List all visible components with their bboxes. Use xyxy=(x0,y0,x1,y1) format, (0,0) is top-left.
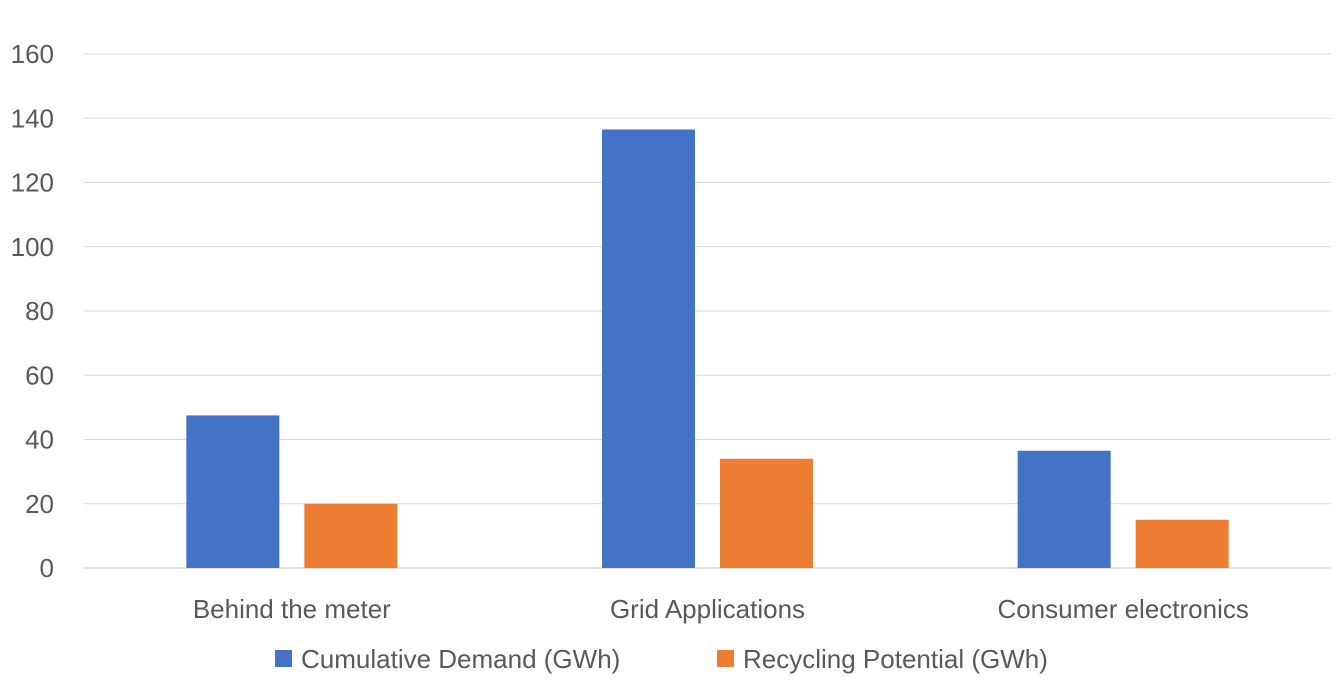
legend-label: Cumulative Demand (GWh) xyxy=(301,644,620,674)
bar-recycling-potential-2 xyxy=(1135,519,1229,568)
y-tick-label: 80 xyxy=(25,296,54,326)
x-category-label: Grid Applications xyxy=(610,594,805,624)
legend-swatch xyxy=(717,650,734,667)
y-tick-label: 140 xyxy=(11,103,54,133)
bar-recycling-potential-1 xyxy=(720,458,813,568)
bar-cumulative-demand-0 xyxy=(186,415,280,568)
x-category-label: Consumer electronics xyxy=(997,594,1248,624)
y-tick-label: 160 xyxy=(11,39,54,69)
y-tick-label: 20 xyxy=(25,489,54,519)
gridlines xyxy=(84,53,1331,569)
y-tick-label: 100 xyxy=(11,232,54,262)
x-axis-labels: Behind the meter Grid Applications Consume… xyxy=(193,594,1249,624)
legend-swatch xyxy=(275,650,292,667)
bar-cumulative-demand-1 xyxy=(602,129,695,568)
y-tick-label: 40 xyxy=(25,425,54,455)
legend-label: Recycling Potential (GWh) xyxy=(743,644,1048,674)
y-tick-label: 60 xyxy=(25,360,54,390)
x-category-label: Behind the meter xyxy=(193,594,391,624)
legend: Cumulative Demand (GWh) Recycling Potenti… xyxy=(275,644,1048,674)
y-tick-label: 0 xyxy=(40,553,54,583)
y-axis-ticks: 0 20 40 60 80 100 120 140 160 xyxy=(11,39,54,583)
bar-cumulative-demand-2 xyxy=(1017,450,1111,568)
bar-recycling-potential-0 xyxy=(304,503,398,568)
y-tick-label: 120 xyxy=(11,168,54,198)
bars xyxy=(186,129,1229,568)
